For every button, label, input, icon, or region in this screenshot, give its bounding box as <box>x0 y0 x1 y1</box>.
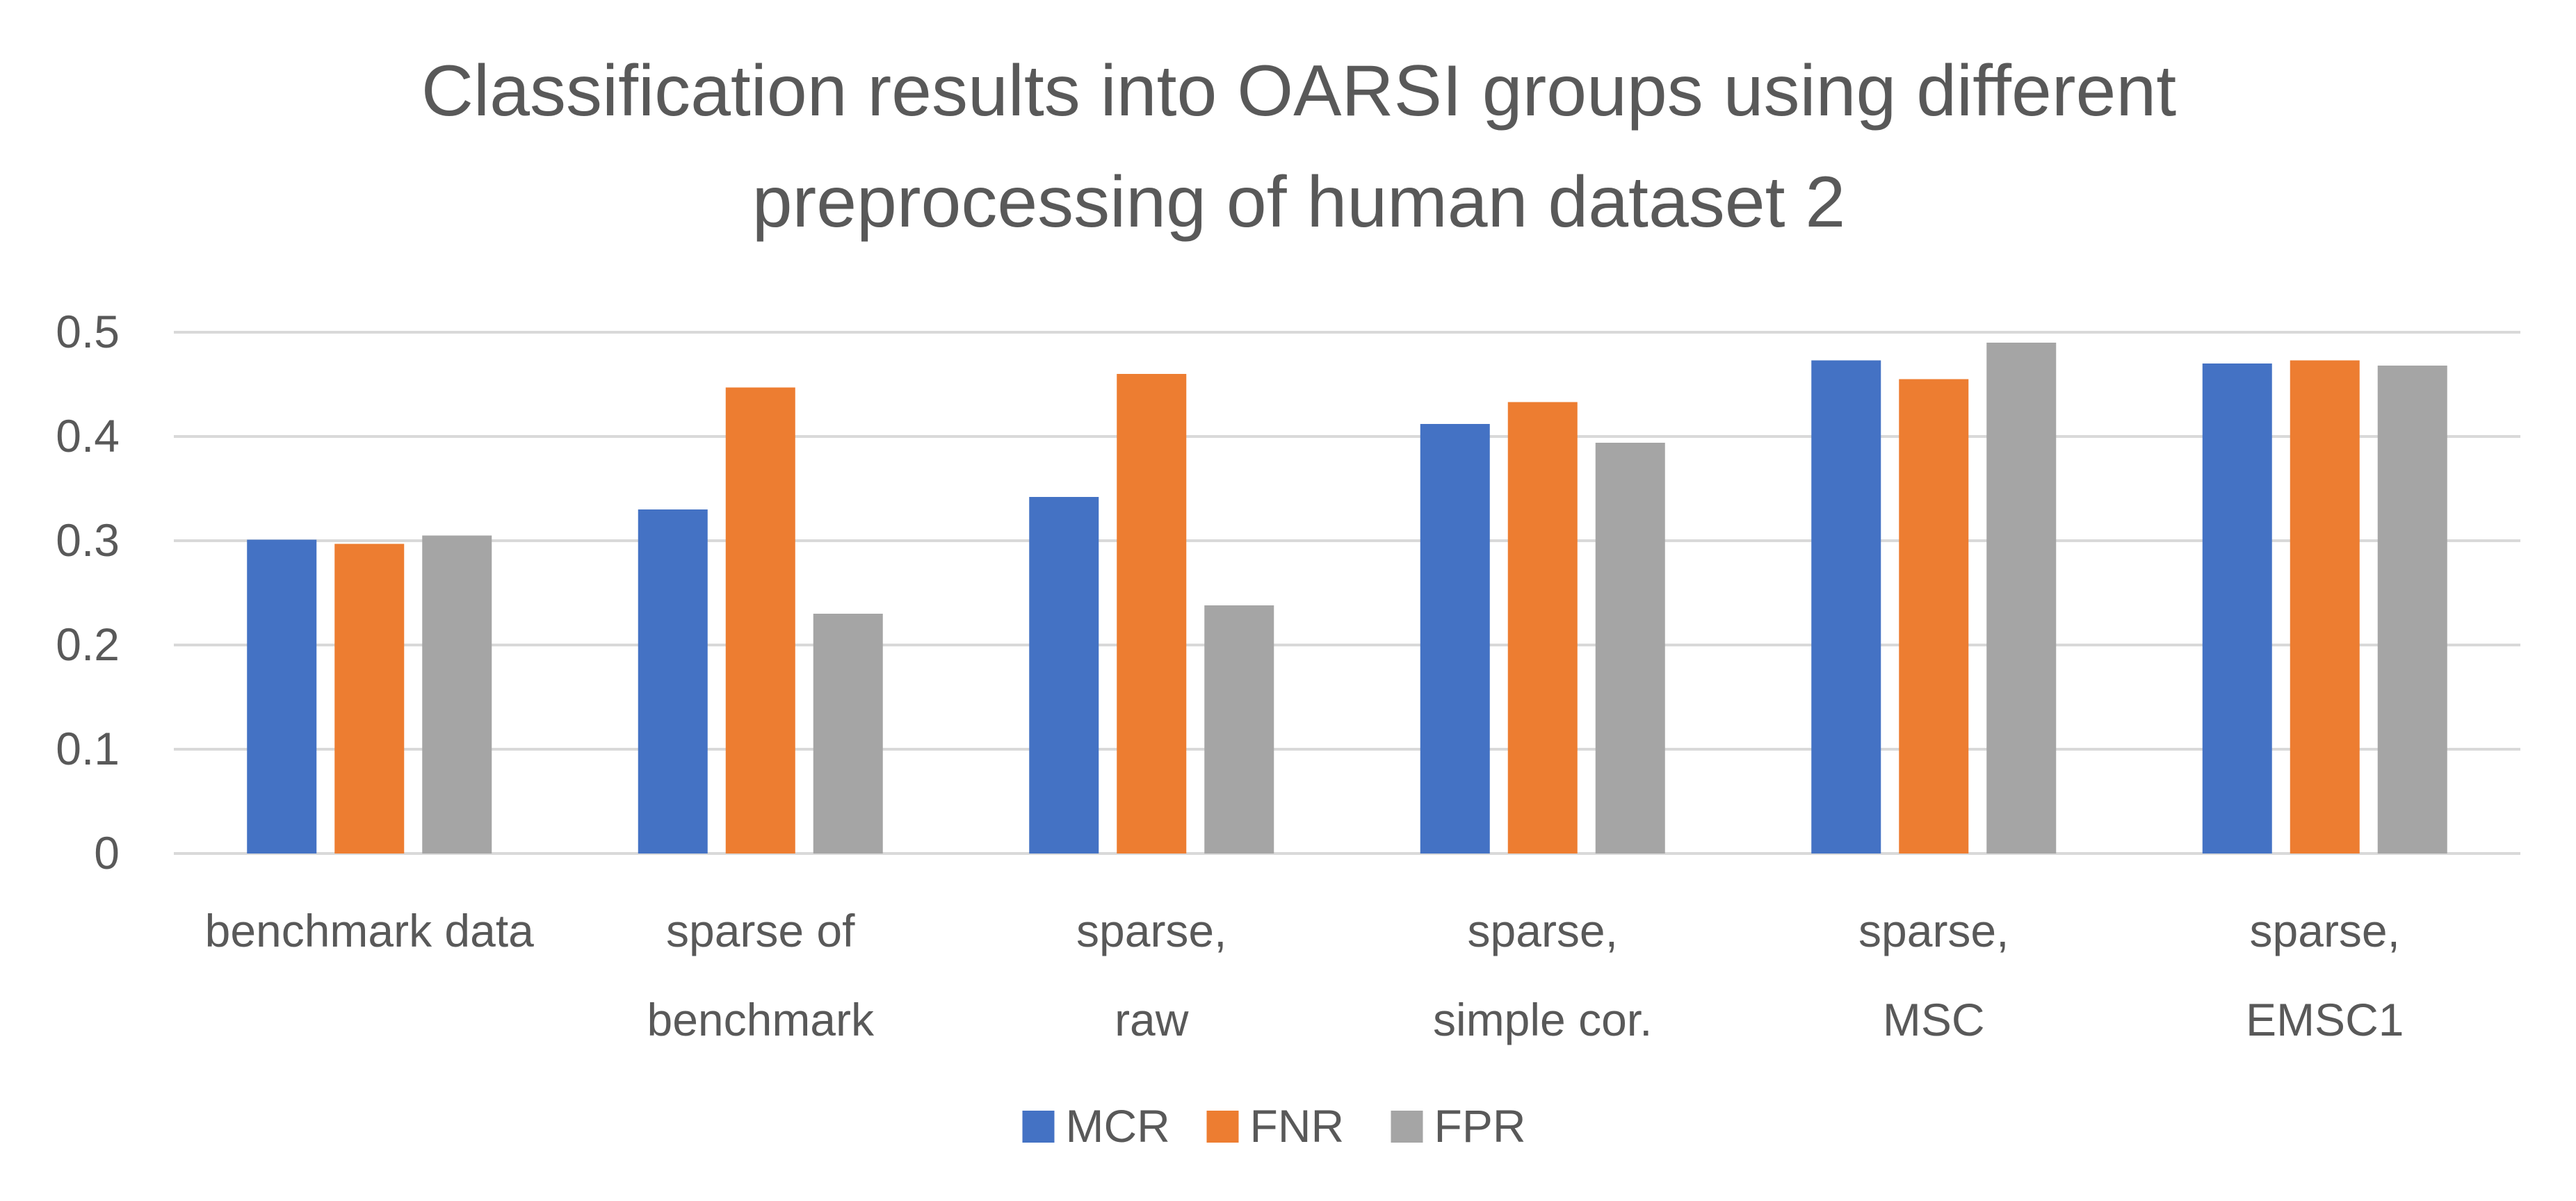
y-tick-label: 0.4 <box>56 410 120 461</box>
x-category-label: sparse, <box>1468 905 1618 956</box>
x-category-label: raw <box>1115 994 1189 1045</box>
y-axis-ticks: 0 0.1 0.2 0.3 0.4 0.5 <box>56 306 120 879</box>
chart-title-line-1: Classification results into OARSI groups… <box>421 51 2176 131</box>
x-axis-category-labels: benchmark data sparse of benchmark sparse, r… <box>205 905 2404 1045</box>
legend-label-fnr: FNR <box>1250 1100 1345 1152</box>
bar-mcr-3 <box>1420 424 1490 853</box>
chart-title: Classification results into OARSI groups… <box>421 51 2176 243</box>
bar-fnr-4 <box>1899 379 1969 853</box>
bar-fnr-2 <box>1117 374 1187 853</box>
bar-fpr-4 <box>1986 343 2057 853</box>
legend-swatch-fnr <box>1206 1111 1239 1143</box>
gridlines <box>174 331 2520 855</box>
legend-swatch-mcr <box>1022 1111 1055 1143</box>
bars <box>247 343 2447 853</box>
chart-title-line-2: preprocessing of human dataset 2 <box>752 162 1846 243</box>
x-category-label: MSC <box>1883 994 1985 1045</box>
bar-fpr-0 <box>422 535 492 853</box>
legend-label-fpr: FPR <box>1434 1100 1526 1152</box>
bar-fpr-1 <box>813 614 883 853</box>
y-tick-label: 0 <box>94 827 120 879</box>
bar-mcr-1 <box>638 509 708 853</box>
y-tick-label: 0.5 <box>56 306 120 357</box>
bar-fnr-1 <box>725 387 795 853</box>
x-category-label: sparse, <box>2250 905 2400 956</box>
y-tick-label: 0.1 <box>56 723 120 774</box>
x-category-label: sparse, <box>1076 905 1226 956</box>
bar-mcr-4 <box>1811 360 1881 853</box>
y-tick-label: 0.3 <box>56 514 120 566</box>
y-tick-label: 0.2 <box>56 619 120 670</box>
bar-fnr-0 <box>334 544 405 853</box>
bar-fpr-2 <box>1204 605 1274 853</box>
legend: MCR FNR FPR <box>1022 1100 1526 1152</box>
bar-mcr-0 <box>247 539 317 853</box>
bar-mcr-5 <box>2202 363 2272 853</box>
x-category-label: simple cor. <box>1433 994 1652 1045</box>
bar-fnr-5 <box>2290 360 2360 853</box>
legend-swatch-fpr <box>1391 1111 1423 1143</box>
bar-fpr-3 <box>1595 443 1665 853</box>
x-category-label: sparse, <box>1858 905 2009 956</box>
bar-fpr-5 <box>2377 366 2447 853</box>
bar-mcr-2 <box>1029 497 1099 853</box>
x-category-label: benchmark <box>647 994 875 1045</box>
x-category-label: EMSC1 <box>2246 994 2404 1045</box>
x-category-label: sparse of <box>666 905 855 956</box>
legend-label-mcr: MCR <box>1066 1100 1170 1152</box>
bar-fnr-3 <box>1507 402 1578 853</box>
x-category-label: benchmark data <box>205 905 535 956</box>
